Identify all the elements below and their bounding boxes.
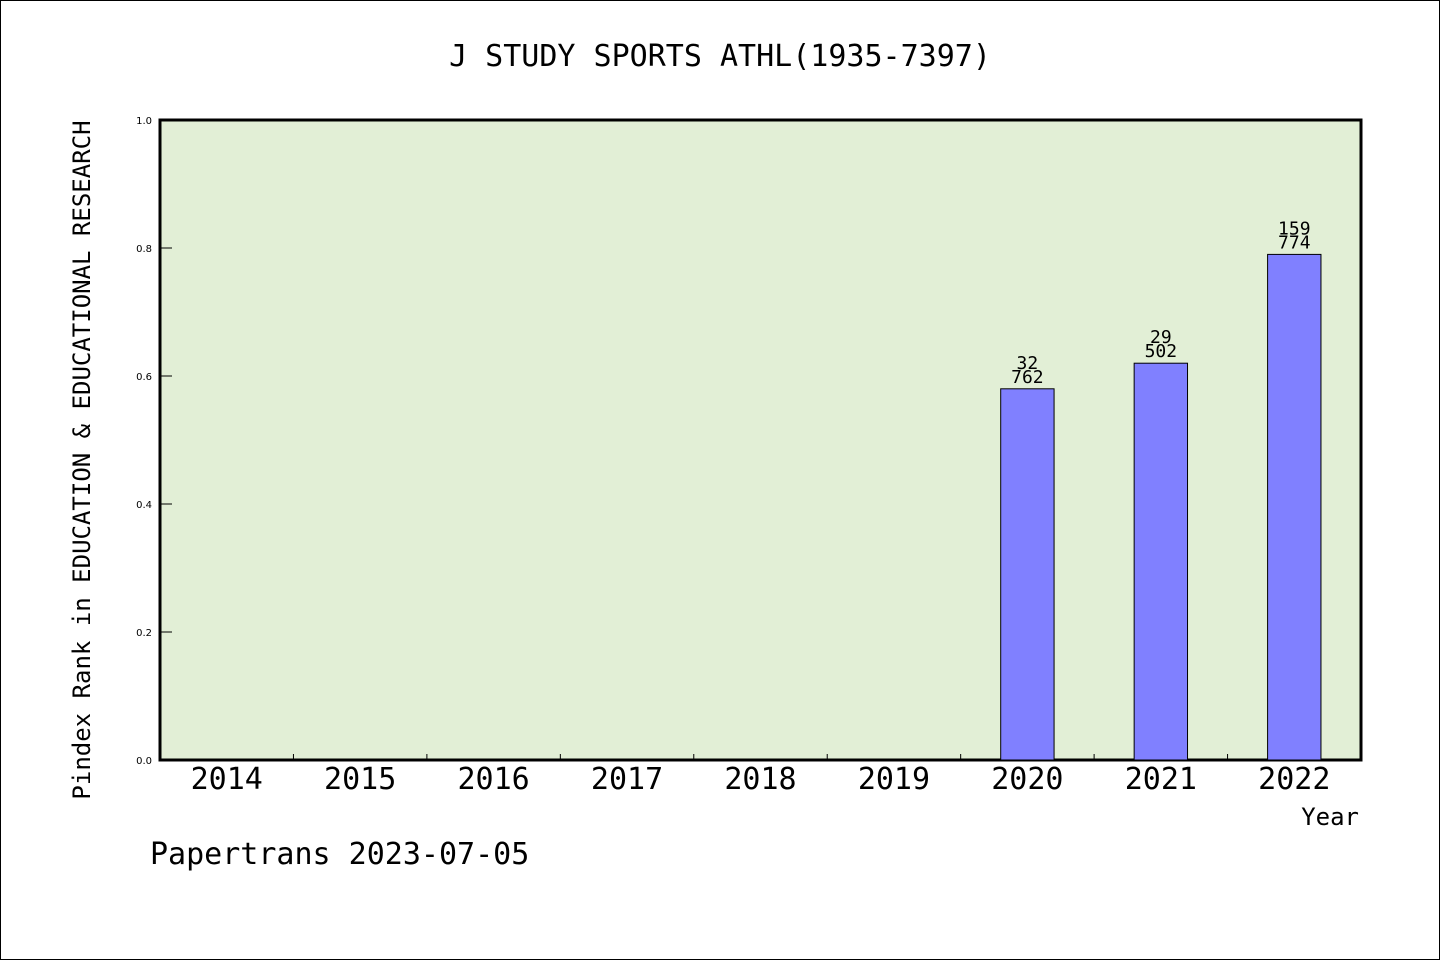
bar-label-bottom: 502	[1145, 341, 1178, 362]
x-tick-label: 2016	[457, 762, 529, 797]
x-tick-label: 2019	[858, 762, 930, 797]
bar-label-top: 32	[1017, 353, 1039, 374]
y-tick-label: 0.4	[136, 500, 152, 511]
bar-label-bottom: 774	[1278, 232, 1311, 253]
x-axis-ticks: 2014 2015 2016 2017 2018 2019 2020 2021 2022	[191, 754, 1330, 797]
footer-credit: Papertrans 2023-07-05	[150, 837, 529, 872]
y-axis-label: Pindex Rank in EDUCATION & EDUCATIONAL R…	[68, 120, 96, 799]
y-tick-label: 0.0	[136, 756, 152, 767]
y-tick-label: 0.2	[136, 628, 152, 639]
bar-2022	[1267, 253, 1322, 761]
x-tick-label: 2014	[191, 762, 263, 797]
bar-label-bottom: 762	[1011, 367, 1044, 388]
y-tick-label: 1.0	[136, 116, 152, 127]
x-tick-label: 2022	[1258, 762, 1330, 797]
y-tick-label: 0.6	[136, 372, 152, 383]
y-axis-ticks: 0.0 0.2 0.4 0.6 0.8 1.0	[136, 116, 172, 767]
bar-label-top: 159	[1278, 218, 1311, 239]
x-tick-label: 2020	[991, 762, 1063, 797]
bar-2021	[1133, 362, 1189, 761]
bars	[1000, 253, 1322, 761]
x-axis-label: Year	[1301, 803, 1359, 831]
bar-2020	[1000, 388, 1055, 761]
x-tick-label: 2015	[324, 762, 396, 797]
y-tick-label: 0.8	[136, 244, 152, 255]
bar-label-top: 29	[1150, 327, 1172, 348]
x-tick-label: 2017	[591, 762, 663, 797]
chart-title: J STUDY SPORTS ATHL(1935-7397)	[449, 39, 991, 74]
x-tick-label: 2021	[1125, 762, 1197, 797]
x-tick-label: 2018	[724, 762, 796, 797]
